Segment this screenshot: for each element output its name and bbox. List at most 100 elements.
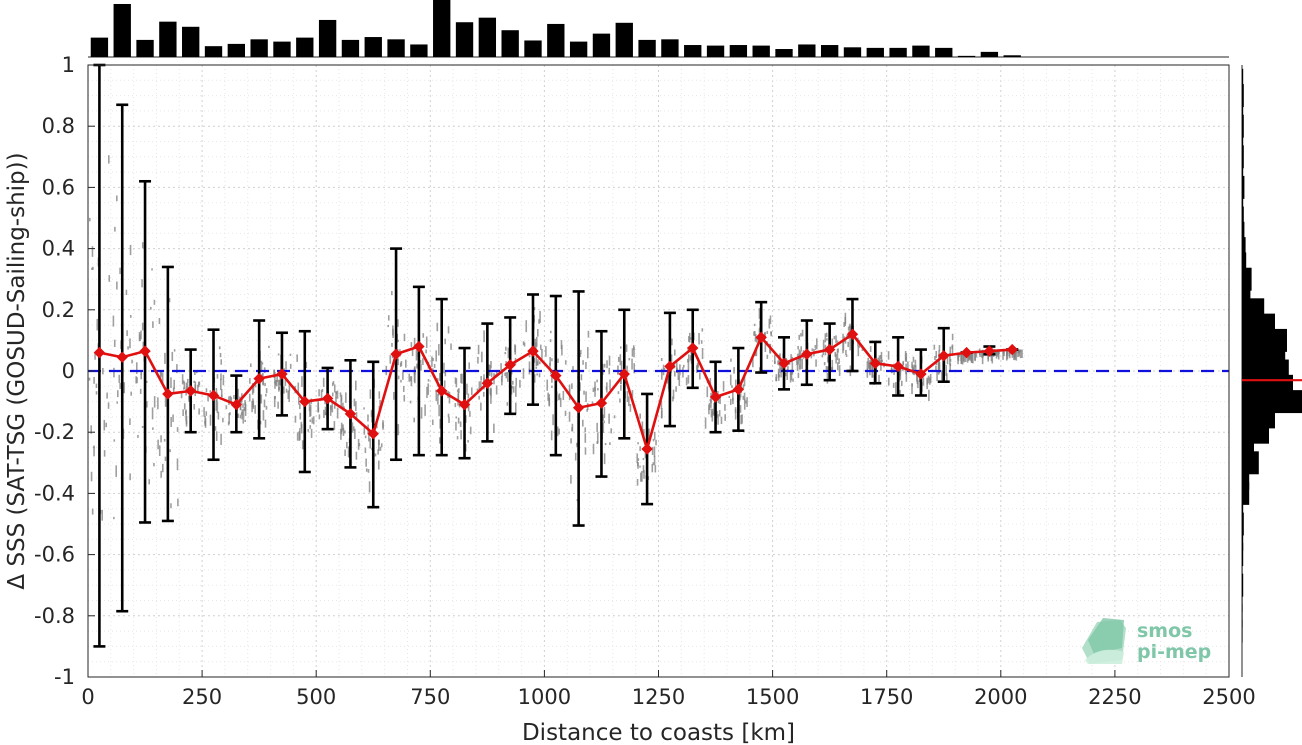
y-tick-label: -0.6	[34, 543, 75, 567]
top-histogram-bar	[273, 41, 291, 57]
mean-marker	[869, 357, 881, 370]
top-histogram-bar	[410, 44, 428, 57]
mean-marker	[344, 408, 357, 420]
top-histogram-bar	[296, 37, 314, 57]
y-tick-label: 0	[62, 359, 75, 383]
top-histogram-bar	[912, 45, 930, 57]
mean-marker	[116, 351, 128, 363]
top-histogram-bar	[318, 19, 337, 57]
mean-marker	[276, 368, 288, 380]
y-tick-label: 0.2	[42, 298, 75, 322]
top-histogram-bar	[661, 39, 679, 57]
mean-marker	[162, 388, 174, 400]
top-histogram-bar	[729, 45, 748, 57]
y-ticks: 1 0.8 0.6 0.4 0.2 0 -0.2 -0.4 -0.6 -0.8 -1	[34, 53, 95, 689]
x-tick-label: 2500	[1202, 685, 1255, 709]
x-tick-label: 0	[81, 685, 94, 709]
mean-marker	[732, 383, 745, 396]
mean-marker	[618, 368, 630, 380]
x-tick-label: 250	[182, 685, 222, 709]
mean-marker	[184, 385, 197, 397]
mean-marker	[550, 369, 562, 382]
mean-marker	[709, 391, 722, 403]
mean-marker	[1006, 343, 1018, 356]
right-histogram-bar	[1242, 512, 1244, 536]
right-histogram-bar	[1242, 206, 1244, 230]
right-histogram-bar	[1242, 558, 1243, 582]
smos-pimep-logo: smos pi-mep	[1082, 618, 1211, 664]
mean-marker	[572, 402, 585, 414]
mean-marker	[458, 398, 471, 411]
y-tick-label: 0.6	[42, 175, 75, 199]
right-histogram-bar	[1242, 175, 1245, 199]
mean-marker	[595, 397, 608, 409]
top-histogram	[88, 0, 1229, 58]
mean-marker	[801, 348, 813, 360]
top-histogram-bar	[90, 37, 109, 57]
mean-marker	[664, 360, 676, 373]
right-histogram-bar	[1242, 604, 1243, 628]
right-histogram-bar	[1242, 283, 1251, 306]
x-tick-label: 500	[296, 685, 336, 709]
logo-line2: pi-mep	[1137, 641, 1211, 663]
logo-line1: smos	[1137, 620, 1192, 642]
error-bar	[412, 285, 425, 457]
mean-marker	[321, 392, 334, 405]
top-histogram-bar	[250, 39, 268, 57]
top-histogram-bar	[706, 45, 725, 57]
top-histogram-bar	[227, 43, 246, 57]
top-histogram-bar	[775, 49, 793, 57]
top-histogram-bar	[684, 45, 702, 57]
mean-marker	[641, 443, 653, 455]
error-bar	[435, 297, 448, 457]
right-histogram-bar	[1242, 573, 1244, 597]
mean-marker	[367, 428, 379, 440]
top-histogram-bar	[935, 47, 953, 57]
top-histogram-bar	[547, 23, 565, 57]
top-histogram-bar	[569, 41, 588, 57]
top-histogram-bar	[387, 39, 405, 57]
mean-marker	[892, 360, 904, 373]
right-histogram-bar	[1242, 589, 1243, 612]
mean-marker	[983, 345, 996, 357]
x-tick-label: 2250	[1088, 685, 1141, 709]
x-tick-label: 1750	[860, 685, 913, 709]
y-tick-label: 1	[62, 53, 75, 77]
y-tick-label: 0.8	[42, 114, 75, 138]
right-histogram-bar	[1242, 160, 1244, 184]
mean-marker	[390, 348, 402, 360]
right-histogram-bar	[1242, 114, 1244, 138]
top-histogram-bar	[364, 37, 382, 57]
mean-marker	[504, 359, 516, 371]
top-histogram-bar	[820, 45, 839, 57]
right-histogram-bar	[1242, 497, 1244, 521]
x-tick-label: 1500	[746, 685, 799, 709]
top-histogram-bar	[592, 33, 611, 57]
mean-marker	[299, 395, 311, 408]
top-histogram-bar	[1003, 55, 1021, 57]
mean-marker	[915, 368, 927, 380]
mean-marker	[960, 346, 973, 359]
top-histogram-bar	[889, 47, 907, 57]
y-tick-label: -1	[54, 665, 75, 689]
top-histogram-bar	[182, 26, 200, 57]
x-tick-label: 1000	[518, 685, 571, 709]
mean-marker	[253, 372, 265, 385]
y-tick-label: 0.4	[42, 237, 75, 261]
top-histogram-bar	[615, 22, 633, 57]
top-histogram-bar	[433, 0, 451, 57]
top-histogram-bar	[843, 47, 862, 57]
right-histogram-bar	[1242, 466, 1250, 490]
mean-marker	[755, 331, 767, 344]
mean-marker	[413, 340, 425, 353]
y-axis-label: Δ SSS (SAT-TSG (GOSUD-Sailing-ship))	[4, 152, 30, 589]
right-histogram-bar	[1242, 145, 1244, 169]
right-histogram-bar	[1242, 68, 1244, 92]
right-histogram-bar	[1242, 84, 1244, 108]
mean-marker	[139, 345, 151, 357]
top-histogram-bar	[752, 45, 770, 57]
x-tick-label: 1250	[632, 685, 685, 709]
x-tick-label: 2000	[974, 685, 1027, 709]
top-histogram-bar	[136, 39, 154, 57]
